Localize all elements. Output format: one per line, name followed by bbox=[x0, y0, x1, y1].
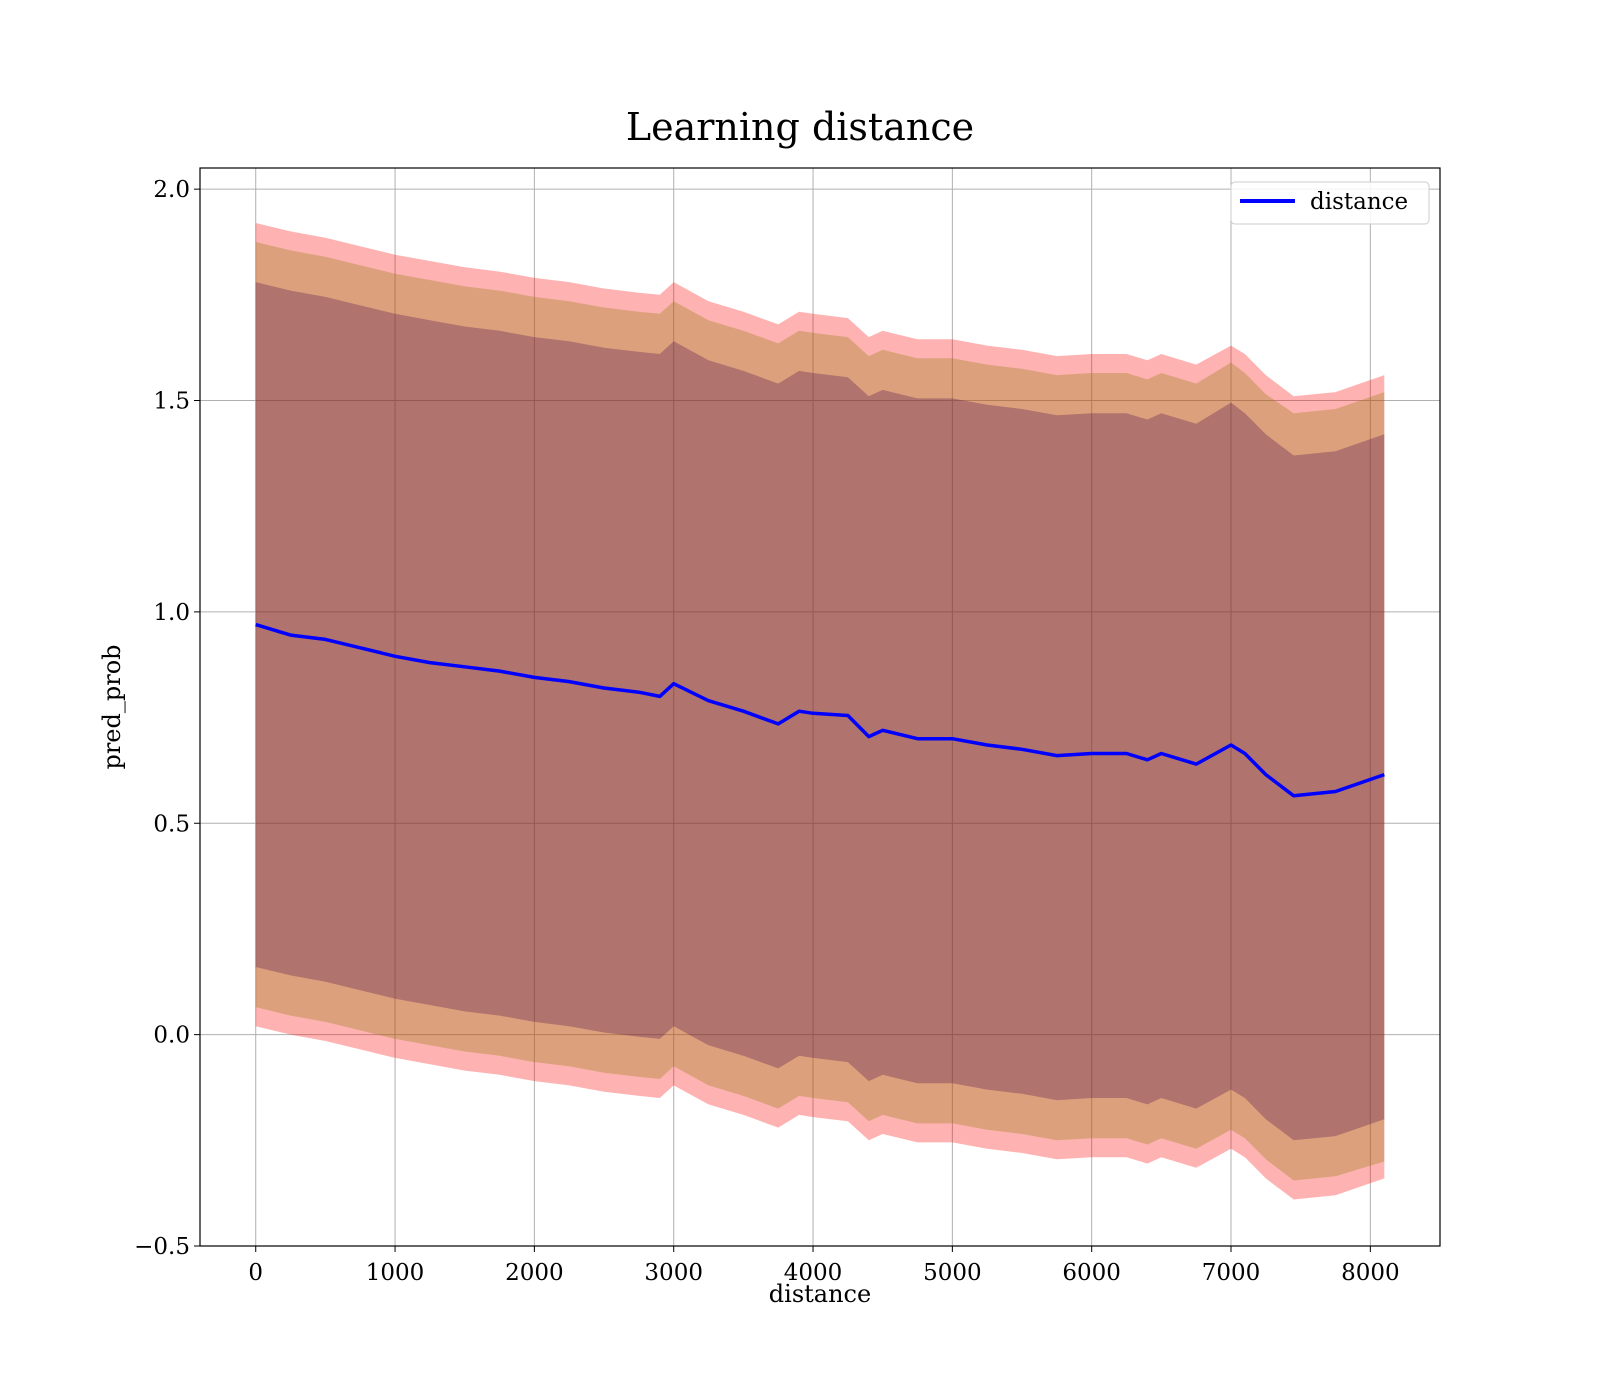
x-tick-label: 2000 bbox=[505, 1260, 564, 1286]
x-tick-label: 6000 bbox=[1062, 1260, 1121, 1286]
confidence-band bbox=[255, 282, 1385, 1141]
x-axis-label: distance bbox=[769, 1280, 871, 1308]
y-axis-label: pred_prob bbox=[98, 644, 126, 769]
y-tick-label: 0.0 bbox=[153, 1023, 190, 1049]
x-tick-label: 8000 bbox=[1341, 1260, 1400, 1286]
x-tick-label: 3000 bbox=[644, 1260, 703, 1286]
confidence-bands bbox=[255, 223, 1385, 1200]
x-tick-label: 4000 bbox=[784, 1260, 843, 1286]
x-tick-label: 1000 bbox=[366, 1260, 425, 1286]
y-tick-label: 1.5 bbox=[153, 389, 190, 415]
y-axis-ticks: −0.5 0.0 0.5 1.0 1.5 2.0 bbox=[134, 177, 200, 1260]
legend-label: distance bbox=[1310, 189, 1408, 215]
legend-box bbox=[1230, 181, 1430, 225]
confidence-band bbox=[255, 223, 1385, 1200]
grid bbox=[200, 168, 1440, 1247]
y-tick-label: 0.5 bbox=[153, 811, 190, 837]
plot-frame bbox=[199, 167, 1441, 1247]
x-axis-ticks: 0 1000 2000 3000 4000 5000 6000 7000 8000 bbox=[248, 1246, 1400, 1286]
series-line bbox=[255, 622, 1385, 798]
x-tick-label: 0 bbox=[248, 1260, 263, 1286]
series-lines bbox=[255, 622, 1385, 798]
x-tick-label: 5000 bbox=[923, 1260, 982, 1286]
y-tick-label: 1.0 bbox=[153, 600, 190, 626]
x-tick-label: 7000 bbox=[1202, 1260, 1261, 1286]
y-tick-label: −0.5 bbox=[134, 1234, 190, 1260]
chart-title: Learning distance bbox=[626, 105, 974, 149]
legend: distance bbox=[1230, 181, 1430, 225]
confidence-band bbox=[255, 242, 1385, 1181]
y-tick-label: 2.0 bbox=[153, 177, 190, 203]
